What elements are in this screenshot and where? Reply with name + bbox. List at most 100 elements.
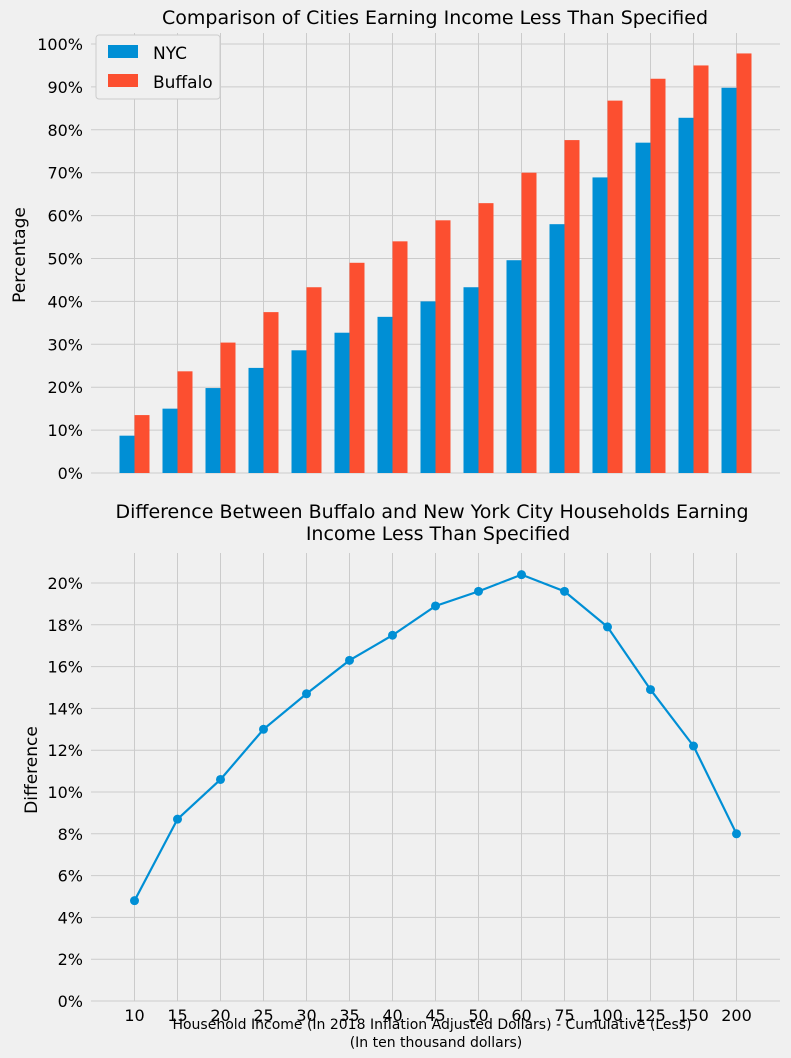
bar-buffalo-75	[564, 140, 580, 473]
line-chart-x-tick-label: 50	[468, 1006, 488, 1025]
legend-label-nyc: NYC	[153, 44, 187, 64]
difference-point-45	[431, 601, 440, 611]
bar-nyc-25	[248, 367, 264, 473]
bar-chart-y-tick-label: 30%	[47, 335, 83, 354]
line-chart-title-line1: Difference Between Buffalo and New York …	[115, 501, 748, 523]
bar-nyc-60	[506, 260, 522, 473]
line-chart-x-tick-label: 150	[678, 1006, 709, 1025]
bar-chart-y-ticks: 0% 10% 20% 30% 40% 50% 60% 70% 80% 90% 100%	[37, 35, 83, 483]
difference-point-15	[173, 814, 182, 824]
bar-chart-y-tick-label: 10%	[47, 421, 83, 440]
line-chart-grid	[91, 553, 780, 1002]
legend-label-buffalo: Buffalo	[153, 73, 213, 93]
line-chart-y-tick-label: 12%	[47, 741, 83, 760]
difference-point-25	[259, 724, 268, 734]
line-chart-y-tick-label: 6%	[58, 867, 83, 886]
bar-buffalo-125	[650, 78, 666, 474]
line-chart-x-tick-label: 40	[382, 1006, 402, 1025]
bar-buffalo-40	[392, 241, 408, 473]
bar-nyc-40	[377, 316, 393, 473]
difference-point-30	[302, 689, 311, 699]
line-chart-x-tick-label: 75	[554, 1006, 574, 1025]
line-chart-x-tick-label: 45	[425, 1006, 445, 1025]
legend-swatch-nyc	[108, 45, 138, 58]
line-chart-difference: 0% 2% 4% 6% 8% 10% 12% 14% 16% 18% 20% 10 15 20 25 30 3…	[22, 501, 780, 1051]
difference-point-150	[689, 741, 698, 751]
bar-buffalo-50	[478, 203, 494, 473]
bar-nyc-200	[721, 87, 737, 474]
difference-point-40	[388, 630, 397, 640]
bar-nyc-20	[205, 388, 221, 473]
bar-chart-comparison: 0% 10% 20% 30% 40% 50% 60% 70% 80% 90% 100% Compar…	[10, 7, 780, 483]
line-chart-y-tick-label: 2%	[58, 950, 83, 969]
line-chart-y-tick-label: 8%	[58, 825, 83, 844]
line-chart-x-tick-label: 20	[210, 1006, 230, 1025]
bar-chart-y-axis-label: Percentage	[10, 207, 30, 303]
difference-point-50	[474, 586, 483, 596]
bar-chart-y-tick-label: 90%	[47, 78, 83, 97]
bar-buffalo-25	[263, 312, 279, 473]
difference-point-100	[603, 622, 612, 632]
line-chart-y-axis-label: Difference	[22, 726, 42, 814]
bar-nyc-45	[420, 301, 436, 473]
bar-nyc-15	[162, 408, 178, 473]
line-chart-y-tick-label: 0%	[58, 992, 83, 1011]
difference-point-10	[130, 896, 139, 906]
bar-buffalo-60	[521, 172, 537, 473]
bar-nyc-10	[119, 435, 135, 473]
bar-chart-legend: NYC Buffalo	[95, 34, 221, 100]
line-chart-x-tick-label: 125	[635, 1006, 666, 1025]
bar-nyc-125	[635, 142, 651, 474]
bar-chart-y-tick-label: 20%	[47, 378, 83, 397]
bar-chart-y-tick-label: 70%	[47, 164, 83, 183]
bar-nyc-100	[592, 177, 608, 473]
difference-point-200	[732, 829, 741, 839]
line-chart-y-tick-label: 20%	[47, 574, 83, 593]
bar-nyc-50	[463, 287, 479, 473]
legend-swatch-buffalo	[108, 74, 138, 87]
bar-buffalo-150	[693, 65, 709, 473]
bar-chart-y-tick-label: 0%	[58, 464, 83, 483]
bar-nyc-150	[678, 117, 694, 474]
line-chart-x-tick-label: 35	[339, 1006, 359, 1025]
line-chart-y-ticks: 0% 2% 4% 6% 8% 10% 12% 14% 16% 18% 20%	[47, 574, 83, 1011]
bar-chart-y-tick-label: 60%	[47, 207, 83, 226]
line-chart-x-tick-label: 100	[592, 1006, 623, 1025]
line-chart-x-tick-label: 25	[253, 1006, 273, 1025]
difference-point-75	[560, 586, 569, 596]
line-chart-y-tick-label: 10%	[47, 783, 83, 802]
bar-chart-y-tick-label: 50%	[47, 250, 83, 269]
difference-point-35	[345, 655, 354, 665]
line-chart-title-line2: Income Less Than Specified	[306, 523, 570, 545]
bar-nyc-35	[334, 332, 350, 473]
line-chart-x-axis-label-line1: Household Income (In 2018 Inflation Adju…	[172, 1017, 691, 1033]
line-chart-x-axis-label-line2: (In ten thousand dollars)	[350, 1035, 523, 1051]
bar-buffalo-35	[349, 262, 365, 473]
bar-buffalo-100	[607, 100, 623, 474]
line-chart-y-tick-label: 14%	[47, 699, 83, 718]
line-chart-x-tick-label: 30	[296, 1006, 316, 1025]
line-chart-y-tick-label: 4%	[58, 908, 83, 927]
line-chart-y-tick-label: 18%	[47, 616, 83, 635]
bar-chart-y-tick-label: 80%	[47, 121, 83, 140]
bar-buffalo-200	[736, 53, 752, 474]
line-chart-y-tick-label: 16%	[47, 658, 83, 677]
line-chart-x-tick-label: 15	[167, 1006, 187, 1025]
difference-series-points	[130, 570, 741, 906]
bar-chart-y-tick-label: 40%	[47, 292, 83, 311]
bar-chart-y-tick-label: 100%	[37, 35, 83, 54]
difference-point-125	[646, 685, 655, 695]
line-chart-x-tick-label: 200	[721, 1006, 752, 1025]
bar-buffalo-20	[220, 342, 236, 473]
bar-buffalo-45	[435, 220, 451, 473]
line-chart-x-tick-label: 10	[124, 1006, 144, 1025]
bar-nyc-75	[549, 224, 565, 473]
difference-point-20	[216, 774, 225, 784]
bar-buffalo-10	[134, 415, 150, 473]
bar-buffalo-30	[306, 287, 322, 473]
bar-buffalo-15	[177, 371, 193, 473]
bar-chart-bars	[119, 53, 752, 474]
bar-nyc-30	[291, 350, 307, 473]
line-chart-x-tick-label: 60	[511, 1006, 531, 1025]
